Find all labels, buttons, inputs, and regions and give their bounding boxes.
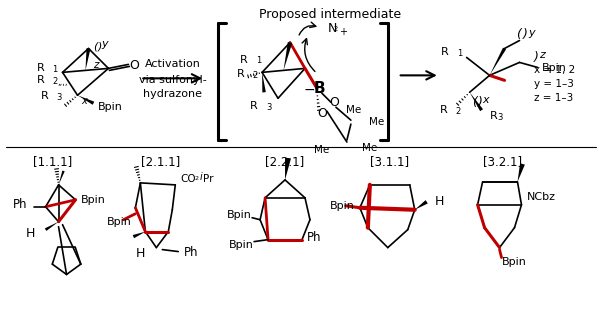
Text: ,,,,: ,,,, bbox=[58, 78, 68, 87]
Text: ): ) bbox=[523, 28, 527, 41]
Text: R: R bbox=[440, 105, 448, 115]
Text: −: − bbox=[303, 83, 315, 97]
Text: R: R bbox=[489, 111, 497, 121]
Text: Bpin: Bpin bbox=[229, 240, 254, 250]
Text: x = 1, 2: x = 1, 2 bbox=[535, 66, 576, 76]
Text: via sulfonyl-: via sulfonyl- bbox=[139, 75, 206, 85]
Text: R: R bbox=[37, 63, 45, 73]
Text: O: O bbox=[317, 107, 327, 120]
Text: Bpin: Bpin bbox=[501, 256, 526, 266]
Text: ): ) bbox=[98, 41, 102, 51]
Polygon shape bbox=[470, 92, 483, 111]
Polygon shape bbox=[132, 232, 145, 238]
Text: Me: Me bbox=[369, 117, 384, 127]
Polygon shape bbox=[285, 158, 291, 180]
Text: z: z bbox=[539, 51, 545, 61]
Text: Me: Me bbox=[314, 145, 329, 155]
Polygon shape bbox=[489, 48, 506, 76]
Text: H: H bbox=[435, 195, 444, 208]
Text: Bpin: Bpin bbox=[98, 102, 122, 112]
Text: Ph: Ph bbox=[307, 231, 321, 244]
Text: Bpin: Bpin bbox=[227, 210, 252, 220]
Text: $_2$: $_2$ bbox=[333, 24, 338, 34]
Text: [3.1.1]: [3.1.1] bbox=[370, 155, 409, 168]
Text: R: R bbox=[37, 75, 45, 85]
Text: O: O bbox=[129, 59, 139, 72]
Text: [2.2.1]: [2.2.1] bbox=[265, 155, 305, 168]
Text: NCbz: NCbz bbox=[527, 192, 556, 202]
Text: N: N bbox=[328, 22, 337, 35]
Text: H: H bbox=[135, 247, 145, 260]
Text: 3: 3 bbox=[57, 93, 62, 102]
Text: 2: 2 bbox=[456, 107, 461, 116]
Polygon shape bbox=[262, 72, 266, 92]
Text: ): ) bbox=[477, 96, 482, 109]
Text: [1.1.1]: [1.1.1] bbox=[33, 155, 72, 168]
Text: R: R bbox=[250, 101, 258, 111]
Text: 2: 2 bbox=[252, 71, 258, 80]
Text: (: ( bbox=[517, 28, 521, 41]
Text: (: ( bbox=[471, 96, 476, 109]
Text: Me: Me bbox=[346, 105, 362, 115]
Text: Ph: Ph bbox=[13, 198, 28, 211]
Text: (: ( bbox=[93, 41, 98, 51]
Polygon shape bbox=[415, 200, 428, 210]
Text: Bpin: Bpin bbox=[330, 201, 355, 211]
Text: i: i bbox=[199, 172, 202, 182]
Text: x: x bbox=[483, 95, 489, 105]
Text: 1: 1 bbox=[52, 66, 58, 74]
Text: Bpin: Bpin bbox=[81, 195, 105, 205]
Text: 1: 1 bbox=[457, 50, 462, 58]
Text: [2.1.1]: [2.1.1] bbox=[141, 155, 180, 168]
Text: Activation: Activation bbox=[145, 59, 200, 69]
Text: hydrazone: hydrazone bbox=[143, 89, 202, 99]
Text: CO: CO bbox=[180, 174, 196, 184]
Text: +: + bbox=[339, 27, 347, 37]
Text: 2: 2 bbox=[52, 77, 58, 86]
Text: 3: 3 bbox=[266, 103, 272, 112]
Text: [3.2.1]: [3.2.1] bbox=[483, 155, 522, 168]
Text: Ph: Ph bbox=[184, 246, 199, 259]
Text: Bpin: Bpin bbox=[107, 217, 131, 227]
Text: H: H bbox=[26, 227, 36, 240]
Text: R: R bbox=[441, 47, 448, 57]
Text: y: y bbox=[102, 40, 108, 50]
Text: Bpin: Bpin bbox=[541, 63, 566, 73]
Polygon shape bbox=[78, 95, 95, 105]
Text: $_2$: $_2$ bbox=[194, 174, 200, 183]
Text: 1: 1 bbox=[256, 56, 261, 66]
Text: Pr: Pr bbox=[203, 174, 214, 184]
Polygon shape bbox=[45, 222, 58, 231]
Text: z = 1–3: z = 1–3 bbox=[535, 93, 574, 103]
Text: y: y bbox=[529, 27, 535, 37]
Text: ): ) bbox=[533, 51, 538, 64]
Text: x: x bbox=[81, 96, 87, 106]
Text: Me: Me bbox=[362, 143, 377, 153]
Text: R: R bbox=[237, 69, 244, 79]
Polygon shape bbox=[284, 42, 292, 71]
Text: 3: 3 bbox=[497, 113, 503, 122]
Text: Proposed intermediate: Proposed intermediate bbox=[259, 8, 401, 21]
Polygon shape bbox=[58, 171, 65, 185]
Polygon shape bbox=[85, 48, 90, 71]
Text: B: B bbox=[313, 81, 324, 96]
Text: O: O bbox=[329, 96, 339, 109]
Text: z: z bbox=[93, 61, 99, 71]
Polygon shape bbox=[518, 163, 525, 182]
Text: y = 1–3: y = 1–3 bbox=[535, 79, 574, 89]
Text: R: R bbox=[240, 56, 248, 66]
Text: R: R bbox=[41, 91, 49, 101]
